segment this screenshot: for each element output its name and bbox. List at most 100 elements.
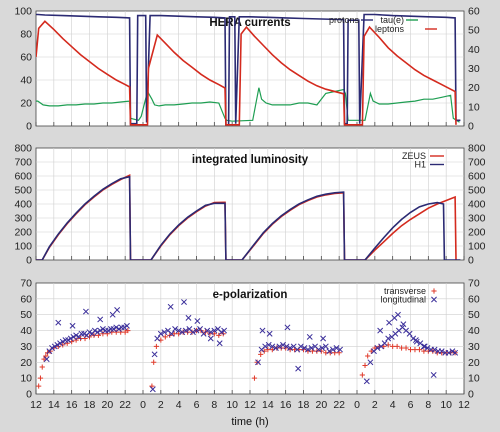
data-point-longitudinal bbox=[326, 348, 333, 355]
x-tick-label: 8 bbox=[211, 399, 217, 411]
right-tick-label: 20 bbox=[468, 82, 480, 94]
data-point-transverse bbox=[36, 383, 42, 389]
right-tick-label: 0 bbox=[468, 255, 474, 267]
data-point-longitudinal bbox=[305, 346, 311, 353]
data-point-longitudinal bbox=[377, 327, 384, 334]
data-point-longitudinal bbox=[123, 322, 130, 329]
data-point-transverse bbox=[251, 375, 258, 381]
data-point-transverse bbox=[407, 347, 414, 353]
data-point-transverse bbox=[216, 332, 222, 338]
left-tick-label: 100 bbox=[14, 241, 32, 253]
data-point-longitudinal bbox=[149, 386, 156, 393]
data-point-longitudinal bbox=[168, 330, 175, 337]
x-tick-label: 20 bbox=[315, 399, 327, 411]
series-line-leptons bbox=[36, 20, 457, 126]
data-point-transverse bbox=[368, 348, 374, 354]
data-point-longitudinal bbox=[255, 359, 261, 366]
data-point-longitudinal bbox=[193, 327, 200, 334]
data-point-longitudinal bbox=[113, 324, 120, 331]
data-point-longitudinal bbox=[59, 338, 66, 345]
data-point-longitudinal bbox=[121, 324, 128, 331]
data-point-longitudinal bbox=[105, 327, 112, 334]
legend-label: H1 bbox=[414, 160, 426, 170]
data-point-longitudinal bbox=[367, 359, 374, 366]
left-tick-label: 200 bbox=[14, 227, 32, 239]
data-point-longitudinal bbox=[67, 335, 74, 342]
legend-label: transverse bbox=[384, 286, 426, 296]
data-point-longitudinal bbox=[181, 299, 187, 305]
data-point-transverse bbox=[122, 329, 128, 335]
data-point-transverse bbox=[412, 347, 418, 353]
right-tick-label: 40 bbox=[468, 325, 480, 337]
right-tick-label: 40 bbox=[468, 44, 480, 56]
right-tick-label: 10 bbox=[468, 101, 480, 113]
legend-label: protons bbox=[329, 15, 360, 25]
left-tick-label: 40 bbox=[20, 75, 32, 87]
data-point-transverse bbox=[403, 345, 409, 351]
right-tick-label: 20 bbox=[468, 357, 480, 369]
left-tick-label: 600 bbox=[14, 171, 32, 183]
right-tick-label: 30 bbox=[468, 341, 480, 353]
data-point-longitudinal bbox=[363, 378, 370, 385]
x-tick-label: 2 bbox=[372, 399, 378, 411]
data-point-longitudinal bbox=[262, 343, 269, 350]
data-point-transverse bbox=[162, 334, 168, 340]
right-tick-label: 10 bbox=[468, 373, 480, 385]
data-point-longitudinal bbox=[295, 365, 302, 372]
data-point-transverse bbox=[171, 331, 177, 337]
data-point-longitudinal bbox=[269, 343, 276, 350]
data-point-longitudinal bbox=[207, 335, 214, 342]
data-point-longitudinal bbox=[151, 351, 158, 358]
x-tick-label: 2 bbox=[158, 399, 164, 411]
left-tick-label: 0 bbox=[26, 389, 32, 401]
data-point-longitudinal bbox=[91, 327, 98, 334]
left-tick-label: 800 bbox=[14, 143, 32, 155]
x-tick-label: 12 bbox=[30, 399, 42, 411]
left-tick-label: 20 bbox=[20, 98, 32, 110]
legend-marker bbox=[431, 296, 437, 303]
data-point-longitudinal bbox=[218, 329, 225, 336]
x-tick-label: 8 bbox=[425, 399, 431, 411]
right-tick-label: 700 bbox=[468, 157, 486, 169]
x-tick-label: 14 bbox=[262, 399, 274, 411]
data-point-longitudinal bbox=[70, 333, 77, 340]
left-tick-label: 80 bbox=[20, 29, 32, 41]
data-point-longitudinal bbox=[107, 326, 114, 332]
data-point-longitudinal bbox=[395, 311, 401, 318]
data-point-longitudinal bbox=[154, 335, 161, 342]
x-tick-label: 22 bbox=[333, 399, 345, 411]
x-tick-label: 4 bbox=[390, 399, 396, 411]
data-point-longitudinal bbox=[51, 343, 58, 350]
left-tick-label: 40 bbox=[20, 325, 32, 337]
data-point-transverse bbox=[443, 350, 449, 356]
series-line-protons bbox=[36, 13, 461, 126]
data-point-longitudinal bbox=[272, 345, 279, 351]
panel-title: e-polarization bbox=[213, 289, 288, 301]
data-point-longitudinal bbox=[412, 337, 419, 344]
legend-label: ZEUS bbox=[402, 151, 426, 161]
left-tick-label: 60 bbox=[20, 52, 32, 64]
x-tick-label: 6 bbox=[194, 399, 200, 411]
data-point-longitudinal bbox=[320, 335, 327, 342]
right-tick-label: 100 bbox=[468, 241, 486, 253]
x-tick-label: 12 bbox=[244, 399, 256, 411]
data-point-longitudinal bbox=[69, 322, 76, 329]
x-tick-label: 10 bbox=[226, 399, 238, 411]
data-point-longitudinal bbox=[431, 346, 438, 353]
right-tick-label: 300 bbox=[468, 213, 486, 225]
series-longitudinal bbox=[43, 299, 459, 393]
data-point-transverse bbox=[39, 364, 45, 370]
data-point-longitudinal bbox=[400, 321, 407, 328]
data-point-longitudinal bbox=[216, 340, 223, 347]
left-tick-label: 50 bbox=[20, 309, 32, 321]
x-tick-label: 14 bbox=[48, 399, 60, 411]
data-point-longitudinal bbox=[97, 316, 104, 323]
left-tick-label: 20 bbox=[20, 357, 32, 369]
data-point-transverse bbox=[189, 329, 195, 335]
right-tick-label: 0 bbox=[468, 121, 474, 133]
data-point-longitudinal bbox=[301, 345, 308, 351]
data-point-longitudinal bbox=[179, 329, 186, 336]
right-tick-label: 600 bbox=[468, 171, 486, 183]
data-point-longitudinal bbox=[49, 345, 56, 351]
data-point-transverse bbox=[254, 359, 260, 365]
